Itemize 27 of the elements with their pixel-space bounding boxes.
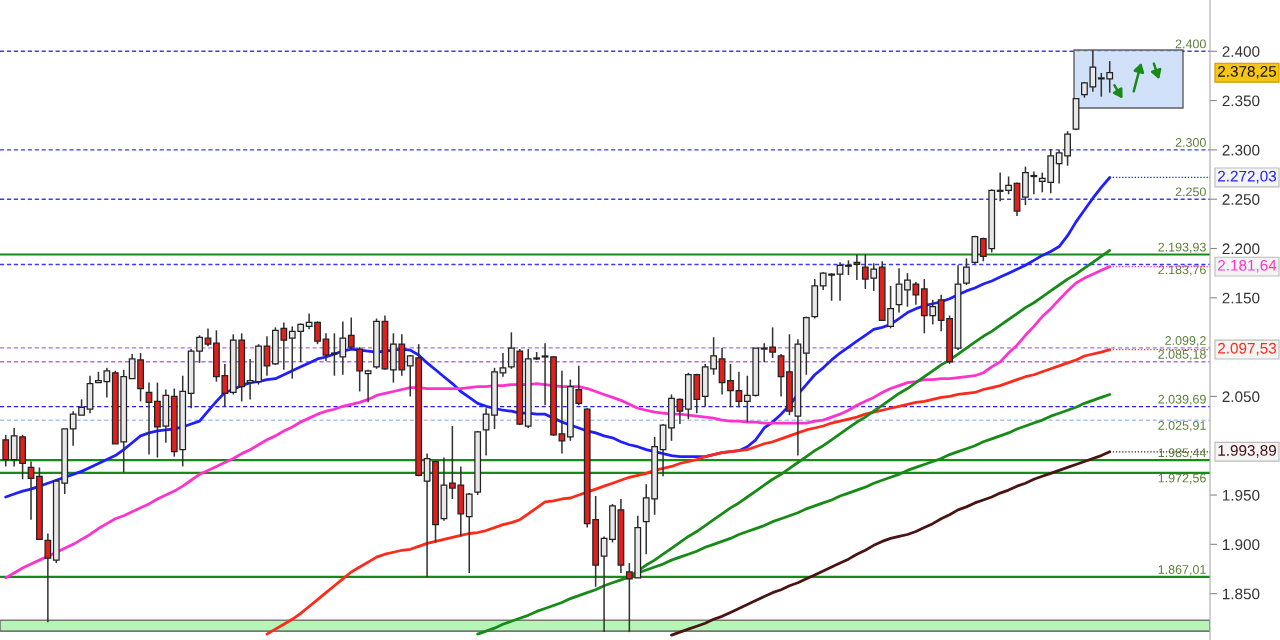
ref-line-label: 2.025,91 bbox=[1158, 421, 1206, 432]
y-tick-label: 2.200 bbox=[1222, 243, 1260, 255]
data-label: 1.993,89 bbox=[1218, 445, 1277, 458]
y-tick-label: 2.400 bbox=[1222, 46, 1260, 57]
y-tick-label: 2.150 bbox=[1222, 292, 1260, 304]
ref-line-label: 1.867,01 bbox=[1158, 565, 1206, 576]
y-tick-label: 2.050 bbox=[1222, 391, 1260, 403]
data-label: 2.181,64 bbox=[1218, 259, 1277, 273]
ref-line-label: 2.193,93 bbox=[1158, 242, 1206, 253]
ref-line-label: 2.085,18 bbox=[1158, 349, 1206, 361]
data-label: 2.272,03 bbox=[1218, 170, 1277, 184]
ref-line-label: 2.099,2 bbox=[1165, 336, 1206, 347]
ref-line-label: 1.972,56 bbox=[1158, 473, 1206, 484]
ref-line-label: 2.039,69 bbox=[1158, 394, 1206, 406]
ref-line-label: 2.300 bbox=[1175, 138, 1206, 147]
y-tick-label: 2.250 bbox=[1222, 194, 1260, 205]
y-tick-label: 1.900 bbox=[1222, 539, 1260, 551]
data-label: 2.097,53 bbox=[1218, 342, 1277, 356]
ref-line-label: 2.400 bbox=[1175, 39, 1206, 49]
y-tick-label: 2.350 bbox=[1222, 95, 1260, 107]
y-tick-label: 1.950 bbox=[1222, 489, 1260, 501]
y-tick-label: 2.300 bbox=[1222, 144, 1260, 156]
ref-line-label: 2.183,76 bbox=[1158, 265, 1206, 276]
ref-line-label: 1.985,44 bbox=[1158, 448, 1207, 459]
text: 2.378,25 bbox=[1218, 66, 1277, 79]
ref-line-label: 2.250 bbox=[1175, 187, 1206, 197]
y-tick-label: 1.850 bbox=[1222, 588, 1260, 600]
